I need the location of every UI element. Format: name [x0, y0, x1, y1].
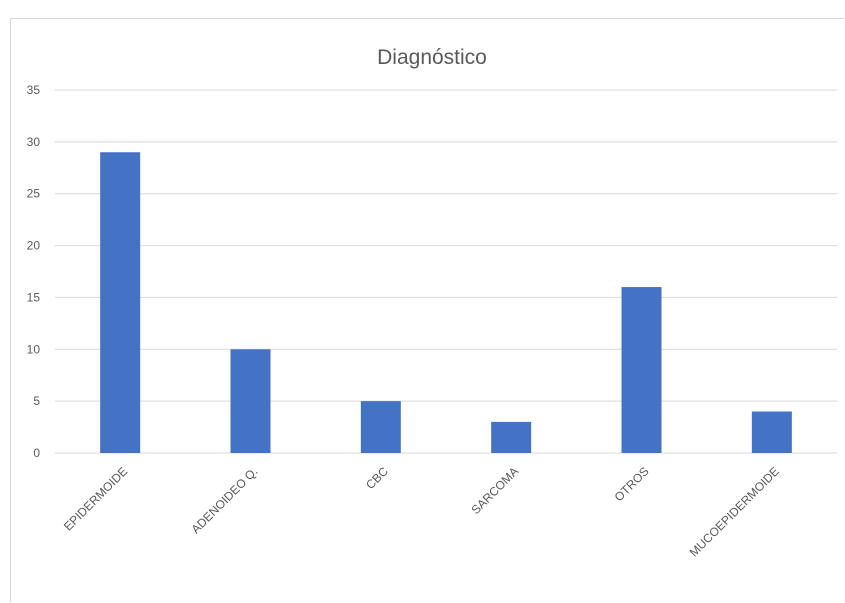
y-tick-label: 30 [27, 135, 41, 149]
x-category-label: SARCOMA [468, 464, 521, 517]
bar-otros [621, 287, 662, 453]
x-category-label: EPIDERMOIDE [61, 464, 130, 533]
chart-frame [10, 18, 844, 602]
bar-cbc [360, 401, 401, 453]
y-tick-label: 25 [27, 187, 41, 201]
x-axis-labels: EPIDERMOIDE ADENOIDEO Q. CBC SARCOMA OTROS MU… [61, 464, 782, 559]
bar-adenoideo-q [230, 349, 271, 453]
y-tick-label: 0 [33, 446, 40, 460]
x-category-label: CBC [363, 464, 391, 492]
x-category-label: MUCOEPIDERMOIDE [687, 464, 782, 559]
chart-title: Diagnóstico [377, 46, 487, 69]
y-axis-ticks: 0 5 10 15 20 25 30 35 [27, 83, 41, 460]
x-category-label: OTROS [612, 464, 652, 504]
y-tick-label: 10 [27, 342, 41, 356]
bars [100, 152, 792, 453]
x-category-label: ADENOIDEO Q. [188, 464, 260, 536]
y-tick-label: 20 [27, 239, 41, 253]
y-tick-label: 15 [27, 290, 41, 304]
bar-sarcoma [491, 421, 532, 453]
bar-epidermoide [100, 152, 141, 453]
y-tick-label: 5 [33, 394, 40, 408]
y-tick-label: 35 [27, 83, 41, 97]
gridlines [55, 89, 837, 454]
bar-mucoepidermoide [751, 411, 792, 453]
